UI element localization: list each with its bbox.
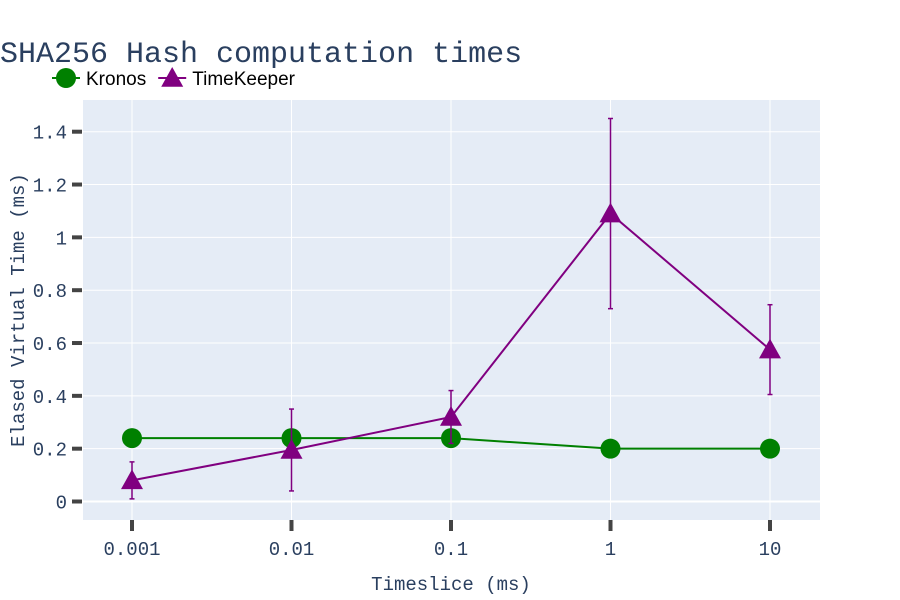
y-tick-label: 1.4 <box>33 123 67 145</box>
x-tick-label: 1 <box>605 539 616 561</box>
chart-title: SHA256 Hash computation times <box>0 38 522 72</box>
y-tick-label: 0.6 <box>33 334 67 356</box>
axes: 0.001 0.01 0.1 1 10 0 0.2 0.4 0.6 0.8 1 1.2 1.4 <box>33 123 782 561</box>
y-tick-label: 0 <box>56 493 67 515</box>
x-tick-label: 0.001 <box>103 539 160 561</box>
legend-label: Kronos <box>86 69 146 90</box>
x-tick-label: 10 <box>759 539 782 561</box>
gridlines <box>83 100 820 520</box>
legend-item-timekeeper[interactable]: TimeKeeper <box>158 67 296 90</box>
data-point <box>122 428 142 449</box>
y-tick-label: 1.2 <box>33 176 67 198</box>
y-tick-label: 0.8 <box>33 281 67 303</box>
data-point <box>280 439 303 459</box>
series-timekeeper <box>121 117 781 500</box>
y-tick-label: 0.2 <box>33 440 67 462</box>
data-point <box>599 202 622 223</box>
data-point <box>121 469 143 490</box>
x-tick-label: 0.01 <box>269 539 315 561</box>
y-tick-label: 1 <box>56 228 67 250</box>
data-point <box>440 405 462 426</box>
data-point <box>600 438 621 459</box>
legend-marker <box>56 68 76 88</box>
y-axis-title: Elased Virtual Time (ms) <box>8 173 30 447</box>
legend-marker <box>161 67 184 87</box>
data-point <box>760 438 780 459</box>
data-point <box>759 338 781 359</box>
x-tick-label: 0.1 <box>434 539 468 561</box>
x-axis-title: Timeslice (ms) <box>371 574 531 596</box>
legend-item-kronos[interactable]: Kronos <box>52 68 146 90</box>
legend-label: TimeKeeper <box>192 69 295 90</box>
y-tick-label: 0.4 <box>33 387 67 409</box>
legend[interactable]: Kronos TimeKeeper <box>52 67 296 90</box>
series-layer <box>121 117 781 500</box>
